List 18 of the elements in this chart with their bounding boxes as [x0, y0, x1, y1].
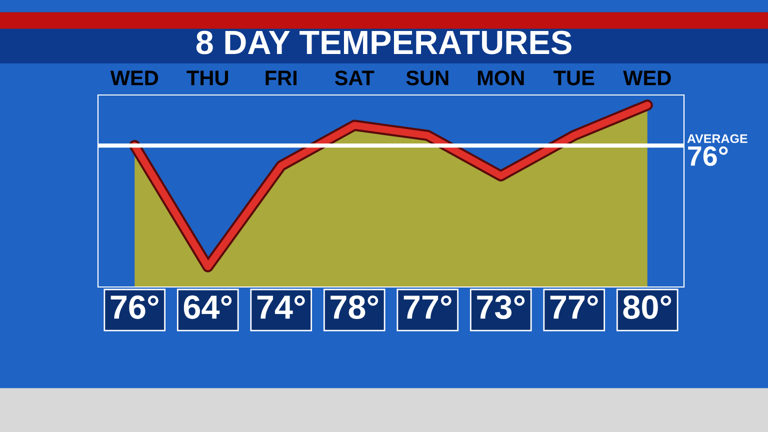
x-tick-label: SUN [406, 70, 448, 86]
x-tick-label: SAT [334, 70, 374, 86]
x-tick-label: WED [110, 70, 158, 86]
x-tick-label: TUE [554, 70, 594, 86]
data-label: 76° [110, 295, 158, 319]
ref-line-label: AVERAGE 76° [687, 134, 748, 166]
data-label: 74° [257, 295, 305, 319]
x-tick-label: MON [478, 70, 524, 86]
x-tick-label: WED [623, 70, 671, 86]
data-label: 77° [550, 295, 598, 319]
x-tick-label: FRI [266, 70, 297, 86]
x-tick-label: THU [186, 70, 228, 86]
data-label: 77° [404, 295, 452, 319]
data-label: 80° [623, 295, 672, 319]
chart-title: 8 DAY TEMPERATURES [196, 30, 572, 54]
data-label: 73° [477, 295, 525, 320]
data-label: 78° [330, 295, 378, 319]
data-label: 64° [184, 295, 232, 319]
